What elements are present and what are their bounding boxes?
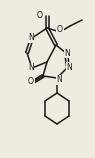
Text: N: N — [28, 33, 34, 43]
Text: N: N — [66, 63, 72, 72]
Text: N: N — [64, 49, 70, 58]
Text: N: N — [56, 76, 62, 85]
Text: O: O — [37, 12, 43, 21]
Text: N: N — [28, 64, 34, 73]
Text: O: O — [57, 24, 63, 33]
Text: O: O — [28, 78, 34, 86]
